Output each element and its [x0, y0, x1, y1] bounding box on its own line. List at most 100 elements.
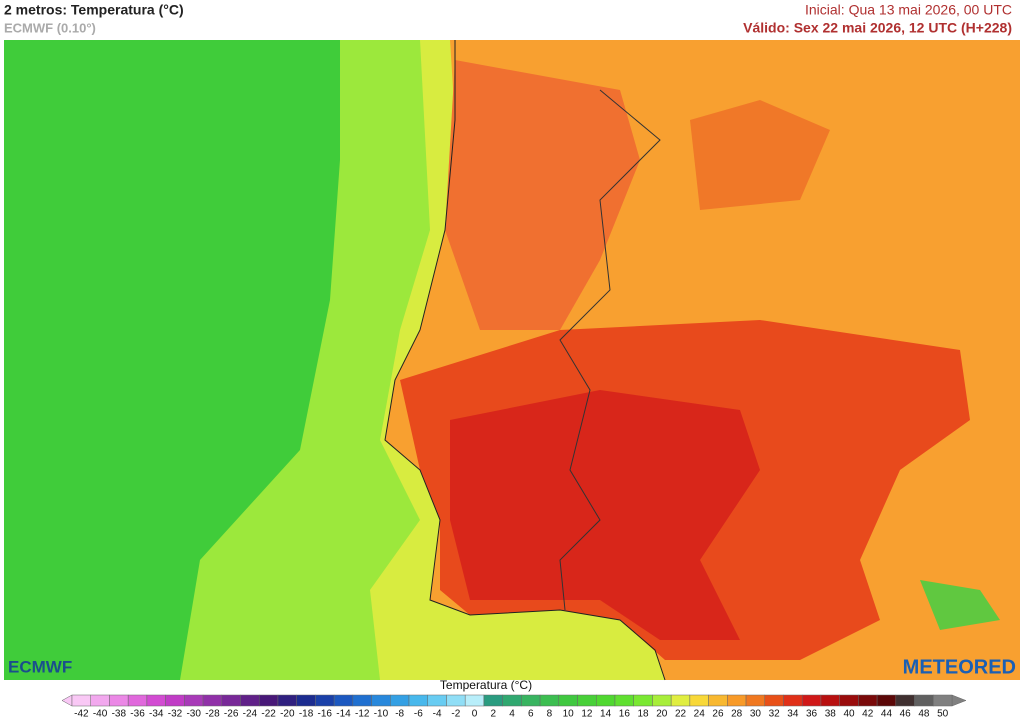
legend-tick-label: 32: [769, 709, 781, 720]
legend-tick-label: -26: [224, 709, 239, 720]
legend-tick-label: 34: [787, 709, 799, 720]
legend-tick-label: -6: [414, 709, 423, 720]
legend-tick-label: -2: [451, 709, 460, 720]
legend-tick-label: 50: [937, 709, 949, 720]
legend-swatch: [633, 694, 653, 707]
legend-swatch: [464, 694, 485, 707]
logo-ecmwf: ECMWF: [8, 657, 72, 676]
legend-tick-label: 10: [563, 709, 575, 720]
legend-swatch: [90, 694, 110, 707]
legend-tick-label: -28: [205, 709, 220, 720]
legend-tick-label: 42: [862, 709, 874, 720]
north-hot: [445, 60, 640, 330]
legend-tick-label: 8: [547, 709, 553, 720]
legend-swatch: [258, 694, 279, 707]
legend-swatch: [333, 694, 354, 707]
legend-tick-label: 40: [843, 709, 855, 720]
legend-swatch: [558, 694, 578, 707]
legend-arrow-left: [61, 694, 73, 707]
legend-tick-label: 0: [472, 709, 478, 720]
legend-swatch: [839, 694, 859, 707]
legend-swatch: [296, 694, 316, 707]
legend-swatch: [165, 694, 185, 707]
legend-swatch: [502, 694, 522, 707]
legend-swatch: [670, 694, 691, 707]
legend-tick-label: -8: [395, 709, 404, 720]
legend-tick-label: -36: [130, 709, 145, 720]
legend-swatch: [689, 694, 709, 707]
legend-swatch: [783, 694, 803, 707]
border: [559, 89, 661, 611]
legend-tick-label: 24: [694, 709, 706, 720]
legend-tick-label: -20: [280, 709, 295, 720]
legend-tick-label: -40: [93, 709, 108, 720]
legend-tick-label: 14: [600, 709, 612, 720]
legend-swatch: [764, 694, 784, 707]
legend-swatch: [858, 694, 878, 707]
legend-tick-label: -14: [336, 709, 351, 720]
legend-swatch: [914, 694, 934, 707]
legend-swatch: [146, 694, 166, 707]
legend-swatch: [539, 694, 560, 707]
legend-title: Temperatura (°C): [440, 678, 532, 692]
legend-tick-label: 46: [900, 709, 912, 720]
map: [4, 40, 1020, 681]
legend-arrow-right: [951, 694, 967, 707]
interior-warm: [690, 100, 830, 210]
legend-tick-label: -16: [318, 709, 333, 720]
legend-swatch: [745, 694, 766, 707]
legend-swatch: [221, 694, 241, 707]
legend-swatch: [277, 694, 297, 707]
model: ECMWF (0.10°): [4, 20, 96, 35]
legend-swatch: [109, 694, 129, 707]
legend-tick-label: -12: [355, 709, 370, 720]
legend-swatch: [127, 694, 148, 707]
legend-swatch: [876, 694, 897, 707]
legend-tick-label: 44: [881, 709, 893, 720]
legend-swatch: [371, 694, 391, 707]
initial-time: Inicial: Qua 13 mai 2026, 00 UTC: [805, 2, 1012, 18]
legend-swatch: [614, 694, 634, 707]
legend-swatch: [240, 694, 260, 707]
logo-meteored: METEORED: [903, 656, 1016, 678]
legend-swatch: [390, 694, 410, 707]
legend-swatch: [202, 694, 223, 707]
legend-tick-label: -18: [299, 709, 314, 720]
legend-swatch: [184, 694, 204, 707]
legend-swatch: [521, 694, 541, 707]
core-hot: [450, 390, 760, 640]
mountain-cool: [920, 580, 1000, 630]
legend-tick-label: 4: [509, 709, 515, 720]
legend-swatch: [820, 694, 840, 707]
legend-tick-label: 20: [656, 709, 668, 720]
legend-swatch: [427, 694, 447, 707]
legend-tick-label: 38: [825, 709, 837, 720]
legend-swatch: [933, 694, 953, 707]
legend-tick-label: -42: [74, 709, 89, 720]
legend-swatch: [446, 694, 466, 707]
legend-swatch: [652, 694, 672, 707]
legend-swatch: [483, 694, 503, 707]
legend-swatch: [895, 694, 915, 707]
legend-swatch: [596, 694, 616, 707]
legend-tick-label: -30: [186, 709, 201, 720]
legend-tick-label: -22: [261, 709, 276, 720]
legend-tick-label: -10: [374, 709, 389, 720]
legend-tick-label: 16: [619, 709, 631, 720]
legend-tick-label: 26: [712, 709, 724, 720]
legend-tick-label: 22: [675, 709, 687, 720]
legend-swatch: [708, 694, 728, 707]
legend-tick-label: 28: [731, 709, 743, 720]
valid-time: Válido: Sex 22 mai 2026, 12 UTC (H+228): [743, 20, 1012, 36]
legend-tick-label: -32: [168, 709, 183, 720]
legend-tick-label: -4: [433, 709, 442, 720]
legend-tick-label: -24: [243, 709, 258, 720]
legend-swatch: [727, 694, 747, 707]
legend-tick-label: 30: [750, 709, 762, 720]
legend-tick-label: -34: [149, 709, 164, 720]
coastline: [384, 40, 666, 681]
legend-tick-label: 18: [638, 709, 650, 720]
legend-tick-label: -38: [112, 709, 127, 720]
